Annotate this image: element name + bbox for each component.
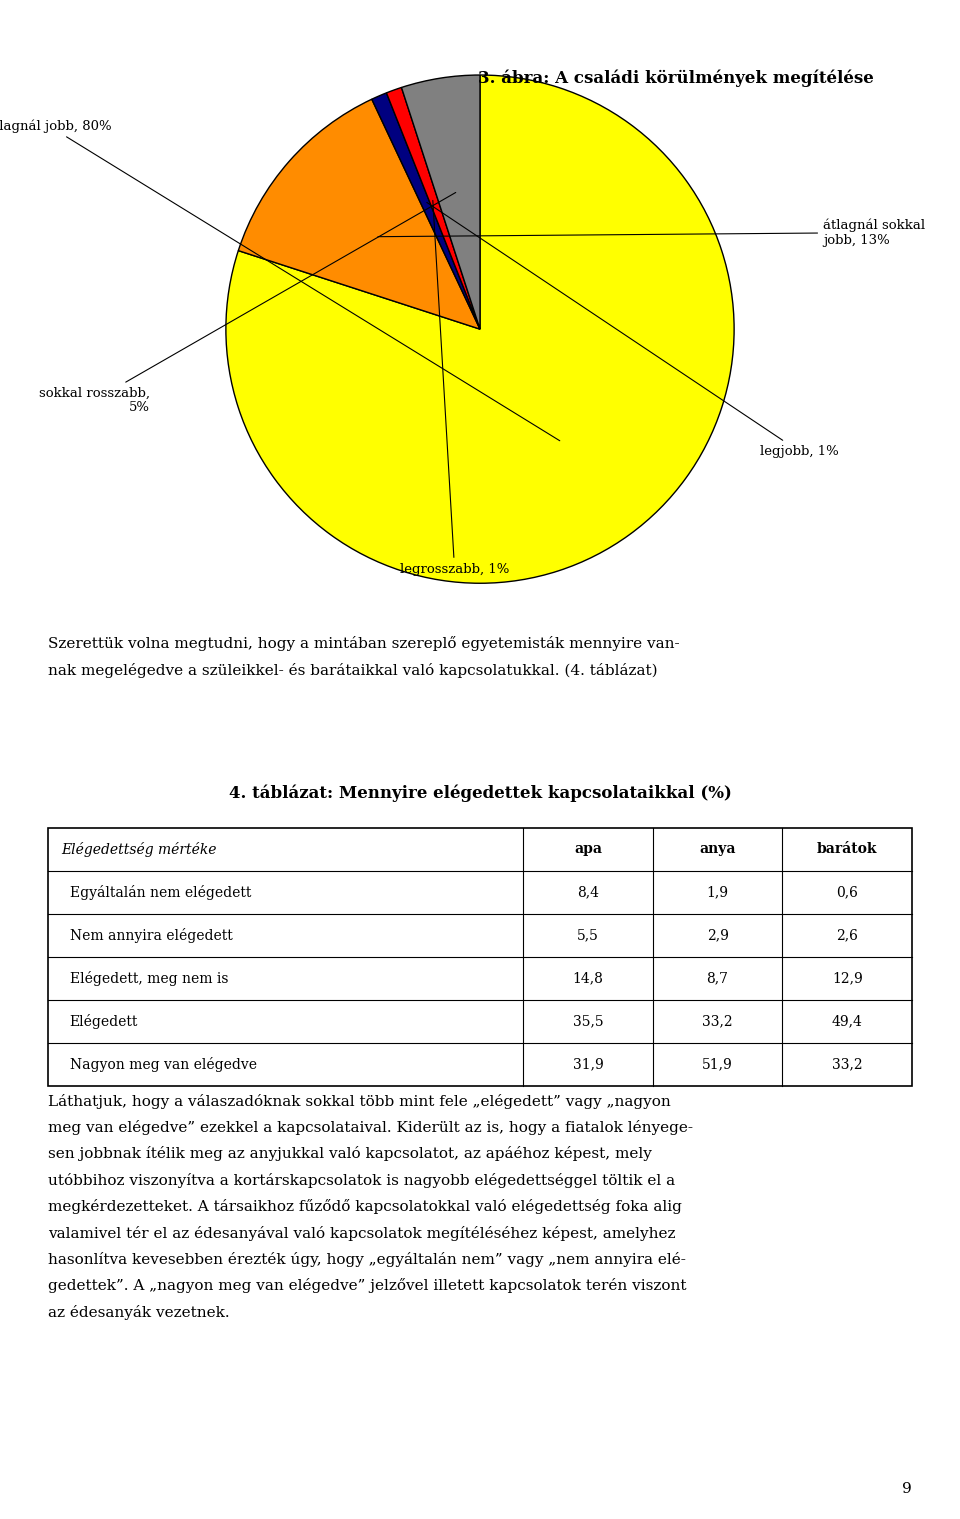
Text: Láthatjuk, hogy a válaszadóknak sokkal több mint fele „elégedett” vagy „nagyon
m: Láthatjuk, hogy a válaszadóknak sokkal t… (48, 1094, 693, 1320)
Text: 35,5: 35,5 (573, 1015, 603, 1028)
Text: anya: anya (699, 843, 736, 857)
Text: 1,9: 1,9 (707, 886, 729, 899)
Text: 31,9: 31,9 (572, 1057, 604, 1071)
Text: 3. ábra: A családi körülmények megítélése: 3. ábra: A családi körülmények megítélés… (478, 70, 874, 88)
Text: Elégedett: Elégedett (70, 1015, 138, 1028)
Text: Szerettük volna megtudni, hogy a mintában szereplő egyetemisták mennyire van-
na: Szerettük volna megtudni, hogy a mintába… (48, 636, 680, 679)
Text: Nagyon meg van elégedve: Nagyon meg van elégedve (70, 1057, 256, 1072)
Wedge shape (401, 74, 480, 330)
Text: 4. táblázat: Mennyire elégedettek kapcsolataikkal (%): 4. táblázat: Mennyire elégedettek kapcso… (228, 785, 732, 802)
Wedge shape (238, 99, 480, 330)
Text: sokkal rosszabb,
5%: sokkal rosszabb, 5% (38, 193, 456, 415)
Text: 8,4: 8,4 (577, 886, 599, 899)
Text: 2,6: 2,6 (836, 928, 858, 942)
Text: legjobb, 1%: legjobb, 1% (427, 202, 838, 457)
Text: 0,6: 0,6 (836, 886, 858, 899)
Text: 14,8: 14,8 (572, 972, 604, 986)
Text: legrosszabb, 1%: legrosszabb, 1% (400, 201, 509, 576)
Wedge shape (387, 88, 480, 330)
Text: Egyáltalán nem elégedett: Egyáltalán nem elégedett (70, 886, 251, 899)
Text: 8,7: 8,7 (707, 972, 729, 986)
Wedge shape (226, 74, 734, 583)
Text: barátok: barátok (817, 843, 877, 857)
Text: 33,2: 33,2 (832, 1057, 862, 1071)
Text: 51,9: 51,9 (702, 1057, 733, 1071)
Text: 12,9: 12,9 (831, 972, 863, 986)
Text: 9: 9 (902, 1481, 912, 1496)
Text: Elégedettség mértéke: Elégedettség mértéke (61, 842, 216, 857)
Text: 33,2: 33,2 (703, 1015, 732, 1028)
Text: 2,9: 2,9 (707, 928, 729, 942)
Text: 5,5: 5,5 (577, 928, 599, 942)
Text: Nem annyira elégedett: Nem annyira elégedett (70, 928, 232, 943)
Wedge shape (372, 93, 480, 330)
Text: átlagnál sokkal
jobb, 13%: átlagnál sokkal jobb, 13% (378, 219, 925, 246)
Text: Elégedett, meg nem is: Elégedett, meg nem is (70, 971, 228, 986)
Text: 49,4: 49,4 (831, 1015, 863, 1028)
Text: apa: apa (574, 843, 602, 857)
Text: átlagnál jobb, 80%: átlagnál jobb, 80% (0, 118, 560, 441)
